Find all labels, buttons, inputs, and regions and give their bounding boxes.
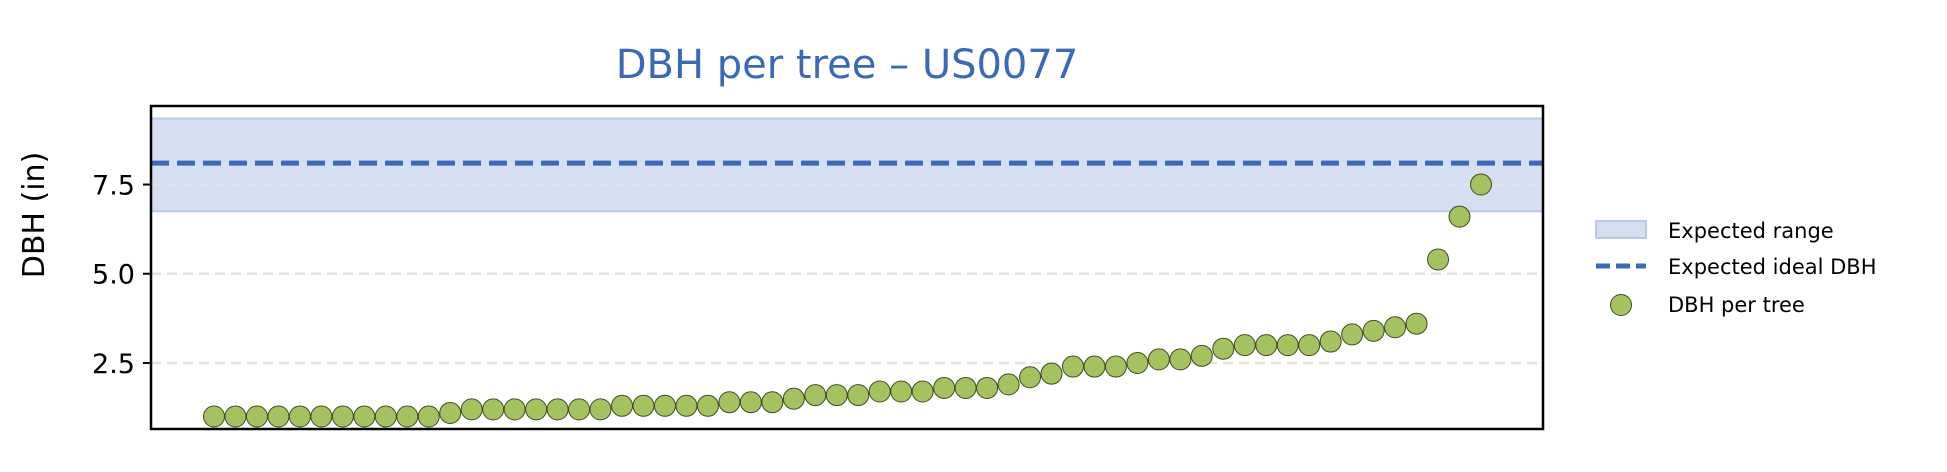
data-point — [288, 405, 311, 428]
data-point — [933, 376, 956, 399]
data-point — [1126, 351, 1149, 374]
legend: Expected range Expected ideal DBH DBH pe… — [1595, 219, 1876, 317]
data-point — [546, 398, 569, 421]
data-point — [1019, 366, 1042, 389]
data-point — [1341, 323, 1364, 346]
data-point — [632, 394, 655, 417]
data-point — [439, 401, 462, 424]
data-point — [331, 405, 354, 428]
data-point — [611, 394, 634, 417]
chart-title: DBH per tree – US0077 — [616, 42, 1079, 88]
legend-ideal-label: Expected ideal DBH — [1668, 255, 1876, 279]
data-point — [890, 380, 913, 403]
data-point — [1470, 173, 1492, 196]
data-point — [1061, 355, 1084, 378]
data-point — [503, 398, 526, 421]
y-axis-label: DBH (in) — [17, 152, 52, 279]
legend-range-label: Expected range — [1668, 219, 1834, 243]
data-point — [1448, 205, 1471, 228]
data-point — [1212, 337, 1235, 360]
data-point — [353, 405, 376, 428]
data-point — [782, 387, 805, 410]
data-point — [825, 384, 848, 407]
data-point — [203, 405, 225, 428]
data-point — [482, 398, 505, 421]
legend-point-swatch — [1610, 294, 1632, 316]
data-point — [911, 380, 934, 403]
data-point — [1147, 348, 1170, 371]
data-point — [997, 373, 1020, 396]
data-point — [675, 394, 698, 417]
data-point — [696, 394, 719, 417]
data-point — [1083, 355, 1106, 378]
data-point — [310, 405, 333, 428]
legend-point-label: DBH per tree — [1668, 293, 1805, 317]
data-point — [1276, 334, 1299, 357]
data-point — [417, 405, 440, 428]
legend-range-swatch — [1595, 220, 1647, 239]
data-point — [224, 405, 247, 428]
data-point — [245, 405, 268, 428]
data-point — [460, 398, 483, 421]
data-point — [1362, 319, 1385, 342]
data-point — [954, 376, 977, 399]
data-point — [847, 384, 870, 407]
data-point — [868, 380, 891, 403]
data-point — [1233, 334, 1256, 357]
data-point — [653, 394, 676, 417]
data-point — [1298, 334, 1321, 357]
plot-frame — [149, 104, 1545, 431]
data-point — [1190, 344, 1213, 367]
data-point — [1427, 248, 1450, 271]
y-tick-label: 5.0 — [92, 260, 135, 291]
data-points — [203, 173, 1492, 428]
data-point — [804, 384, 827, 407]
data-point — [718, 391, 741, 414]
y-tick-label: 2.5 — [92, 349, 135, 380]
data-point — [1255, 334, 1278, 357]
plot-area — [149, 104, 1545, 431]
data-point — [525, 398, 548, 421]
data-point — [1384, 316, 1407, 339]
y-axis-ticks: 2.5 5.0 7.5 — [92, 171, 151, 380]
data-point — [976, 376, 999, 399]
data-point — [1104, 355, 1127, 378]
data-point — [374, 405, 397, 428]
data-point — [568, 398, 591, 421]
data-point — [267, 405, 290, 428]
data-point — [761, 391, 784, 414]
data-point — [739, 391, 762, 414]
data-point — [396, 405, 419, 428]
data-point — [1319, 330, 1342, 353]
data-point — [1405, 312, 1428, 335]
y-tick-label: 7.5 — [92, 171, 135, 202]
data-point — [1040, 362, 1063, 385]
data-point — [1169, 348, 1192, 371]
gridlines — [151, 183, 1543, 365]
data-point — [589, 398, 612, 421]
